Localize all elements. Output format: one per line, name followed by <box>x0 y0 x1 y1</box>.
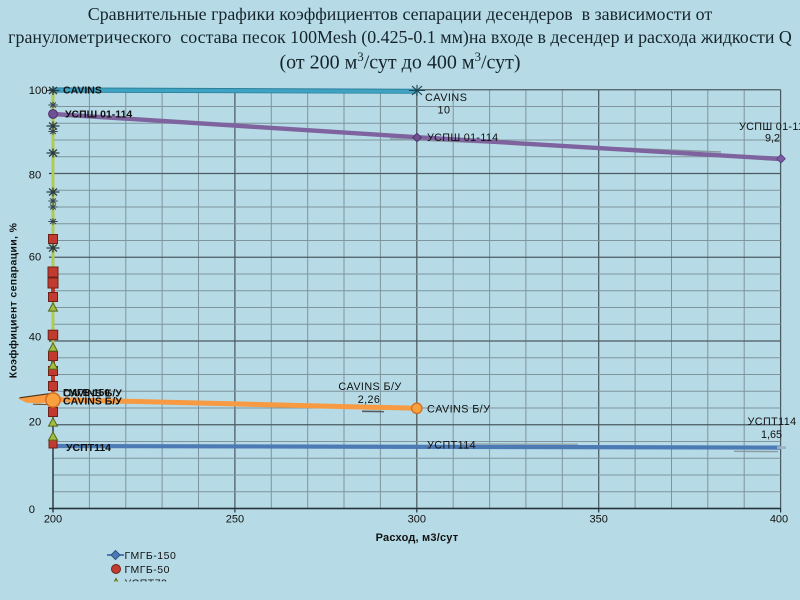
svg-text:CAVINS Б/У: CAVINS Б/У <box>427 404 490 416</box>
svg-text:2,26: 2,26 <box>358 394 381 406</box>
svg-text:Расход, м3/сут: Расход, м3/сут <box>376 532 459 544</box>
svg-text:УСПТ114: УСПТ114 <box>748 416 797 428</box>
svg-text:40: 40 <box>29 332 41 344</box>
svg-text:350: 350 <box>590 514 608 526</box>
svg-text:10: 10 <box>437 105 450 117</box>
svg-text:CAVINS: CAVINS <box>425 92 467 104</box>
svg-text:250: 250 <box>226 514 244 526</box>
svg-text:УСПТ114: УСПТ114 <box>427 440 476 452</box>
svg-text:20: 20 <box>29 417 41 429</box>
svg-text:400: 400 <box>770 514 788 526</box>
svg-text:УСПШ 01-114: УСПШ 01-114 <box>739 121 800 133</box>
svg-text:ГМГБ-150: ГМГБ-150 <box>125 550 177 562</box>
svg-text:300: 300 <box>408 514 426 526</box>
svg-text:9,2: 9,2 <box>765 133 780 145</box>
svg-text:УСПТ114: УСПТ114 <box>66 442 111 454</box>
svg-text:CAVINS Б/У: CAVINS Б/У <box>63 388 122 400</box>
svg-text:1,65: 1,65 <box>761 429 782 441</box>
svg-text:ГМГБ-150: ГМГБ-150 <box>63 388 110 399</box>
svg-text:200: 200 <box>44 514 62 526</box>
svg-text:УСПШ 01-114: УСПШ 01-114 <box>65 109 132 121</box>
svg-text:УСПТ73: УСПТ73 <box>125 578 168 590</box>
svg-text:УСПШ 01-114: УСПШ 01-114 <box>427 132 498 144</box>
svg-text:CAVINS Б/У: CAVINS Б/У <box>338 381 401 393</box>
svg-text:100: 100 <box>29 85 48 97</box>
svg-text:0: 0 <box>29 504 35 516</box>
svg-text:80: 80 <box>29 170 41 182</box>
svg-text:CAVINS: CAVINS <box>63 85 102 97</box>
svg-text:Коэффициент сепарации, %: Коэффициент сепарации, % <box>8 222 20 378</box>
svg-text:60: 60 <box>29 252 41 264</box>
svg-text:CAVINS Б/У: CAVINS Б/У <box>63 396 122 408</box>
svg-text:ГМГБ-50: ГМГБ-50 <box>125 564 170 576</box>
